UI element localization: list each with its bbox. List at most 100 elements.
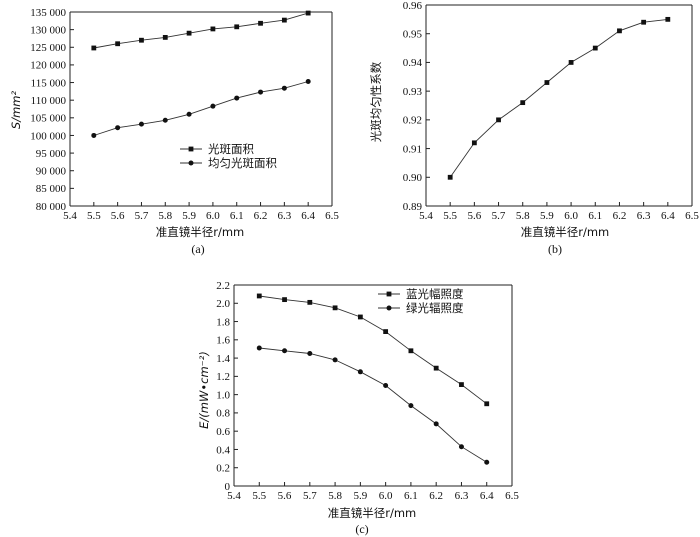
panel-c: 5.4 5.5 5.6 5.7 5.8 5.9 6.0 6.1 6.2 6.3 6.4 6.5 0 0.2… [197,280,519,536]
data-point [258,20,263,26]
x-tick-label: 6.4 [661,210,675,222]
data-point [592,45,598,51]
y-tick-label: 1.8 [216,316,230,328]
data-point [641,19,647,25]
data-point [332,305,338,311]
data-point [256,345,262,351]
y-tick-label: 1.2 [216,371,230,383]
x-tick-label: 5.7 [303,490,317,502]
data-point [617,28,622,34]
x-tick-label: 6.3 [277,210,291,222]
panel-a: 5.4 5.5 5.6 5.7 5.8 5.9 6.0 6.1 6.2 6.3 6.4 6.5 80 0… [9,7,339,256]
data-point [258,89,264,95]
x-tick-label: 5.7 [135,210,149,222]
data-point [234,95,240,101]
legend-label: 均匀光斑面积 [208,156,277,170]
y-tick-label: 120 000 [30,60,66,72]
y-tick-label: 0.89 [403,201,423,213]
x-tick-label: 6.4 [301,210,315,222]
y-tick-label: 0.91 [403,143,422,155]
x-tick-label: 6.0 [379,490,393,502]
data-point [665,16,671,22]
y-tick-label: 0.94 [403,57,423,69]
y-tick-label: 2.2 [216,280,230,292]
x-tick-label: 6.0 [564,210,578,222]
x-tick-label: 5.9 [540,210,554,222]
data-point [433,365,439,371]
panel-a-xlabel: 准直镜半径r/mm [156,225,245,239]
panel-a-label: (a) [191,242,204,256]
panel-b-ylabel: 光斑均匀性系数 [369,61,383,142]
data-point [307,299,313,305]
series-line-1 [93,12,309,49]
legend-marker [386,305,392,311]
y-tick-label: 95 000 [36,148,67,160]
x-tick-label: 6.2 [613,210,627,222]
y-tick-label: 100 000 [30,130,66,142]
x-tick-label: 6.0 [206,210,220,222]
x-tick-label: 5.9 [353,490,367,502]
data-point [471,140,477,146]
x-tick-label: 6.3 [455,490,469,502]
data-point [162,34,168,40]
data-point [568,60,574,65]
y-tick-label: 0.93 [403,86,423,98]
data-point [544,80,550,85]
y-tick-label: 90 000 [36,166,67,178]
x-tick-label: 5.4 [227,490,241,502]
data-point [433,421,439,427]
x-tick-label: 5.6 [278,490,292,502]
data-point [305,10,311,16]
x-tick-label: 5.6 [467,210,481,222]
data-point [234,24,240,30]
series-line-2 [259,347,487,463]
y-tick-label: 115 000 [31,77,67,89]
legend-label: 绿光辐照度 [406,301,464,315]
data-point [484,401,490,407]
data-point [459,382,464,387]
x-tick-label: 6.4 [480,490,494,502]
y-tick-label: 0.2 [216,463,230,475]
data-point [281,85,287,91]
x-tick-label: 6.1 [230,210,244,222]
data-point [458,444,464,450]
y-tick-label: 0.92 [403,115,422,127]
data-point [282,348,288,354]
x-tick-label: 6.1 [404,490,418,502]
legend-marker [188,146,194,152]
x-tick-label: 6.3 [637,210,651,222]
data-point [162,117,168,123]
panel-c-xlabel: 准直镜半径r/mm [328,506,417,520]
panel-b-axes: 5.4 5.5 5.6 5.7 5.8 5.9 6.0 6.1 6.2 6.3 6.4 6.5 0.89… [403,0,700,222]
x-tick-label: 5.4 [419,210,433,222]
x-tick-label: 5.9 [182,210,196,222]
data-point [115,125,121,131]
data-point [305,78,311,84]
series-line-1 [449,18,668,178]
y-tick-label: 0.96 [403,0,423,12]
data-point [256,293,262,299]
data-point [332,357,338,363]
panel-a-series [91,10,311,138]
panel-b: 5.4 5.5 5.6 5.7 5.8 5.9 6.0 6.1 6.2 6.3 6.4 6.5 0.89… [369,0,699,256]
y-tick-label: 0.95 [403,29,423,41]
legend-label: 蓝光幅照度 [406,287,464,301]
data-point [383,329,389,334]
panel-b-series [447,16,671,180]
data-point [282,297,287,303]
data-point [186,111,192,117]
panel-b-label: (b) [548,242,562,256]
data-point [210,103,216,109]
data-point [91,45,97,51]
panel-c-axes: 5.4 5.5 5.6 5.7 5.8 5.9 6.0 6.1 6.2 6.3 6.4 6.5 0 0.2… [216,280,519,502]
y-tick-label: 80 000 [36,201,67,213]
y-tick-label: 0.6 [216,426,230,438]
x-tick-label: 5.7 [492,210,506,222]
x-tick-label: 5.5 [252,490,266,502]
legend-marker [386,291,392,297]
x-tick-label: 5.4 [63,210,77,222]
y-tick-label: 1.0 [216,389,230,401]
legend-marker [188,160,194,166]
